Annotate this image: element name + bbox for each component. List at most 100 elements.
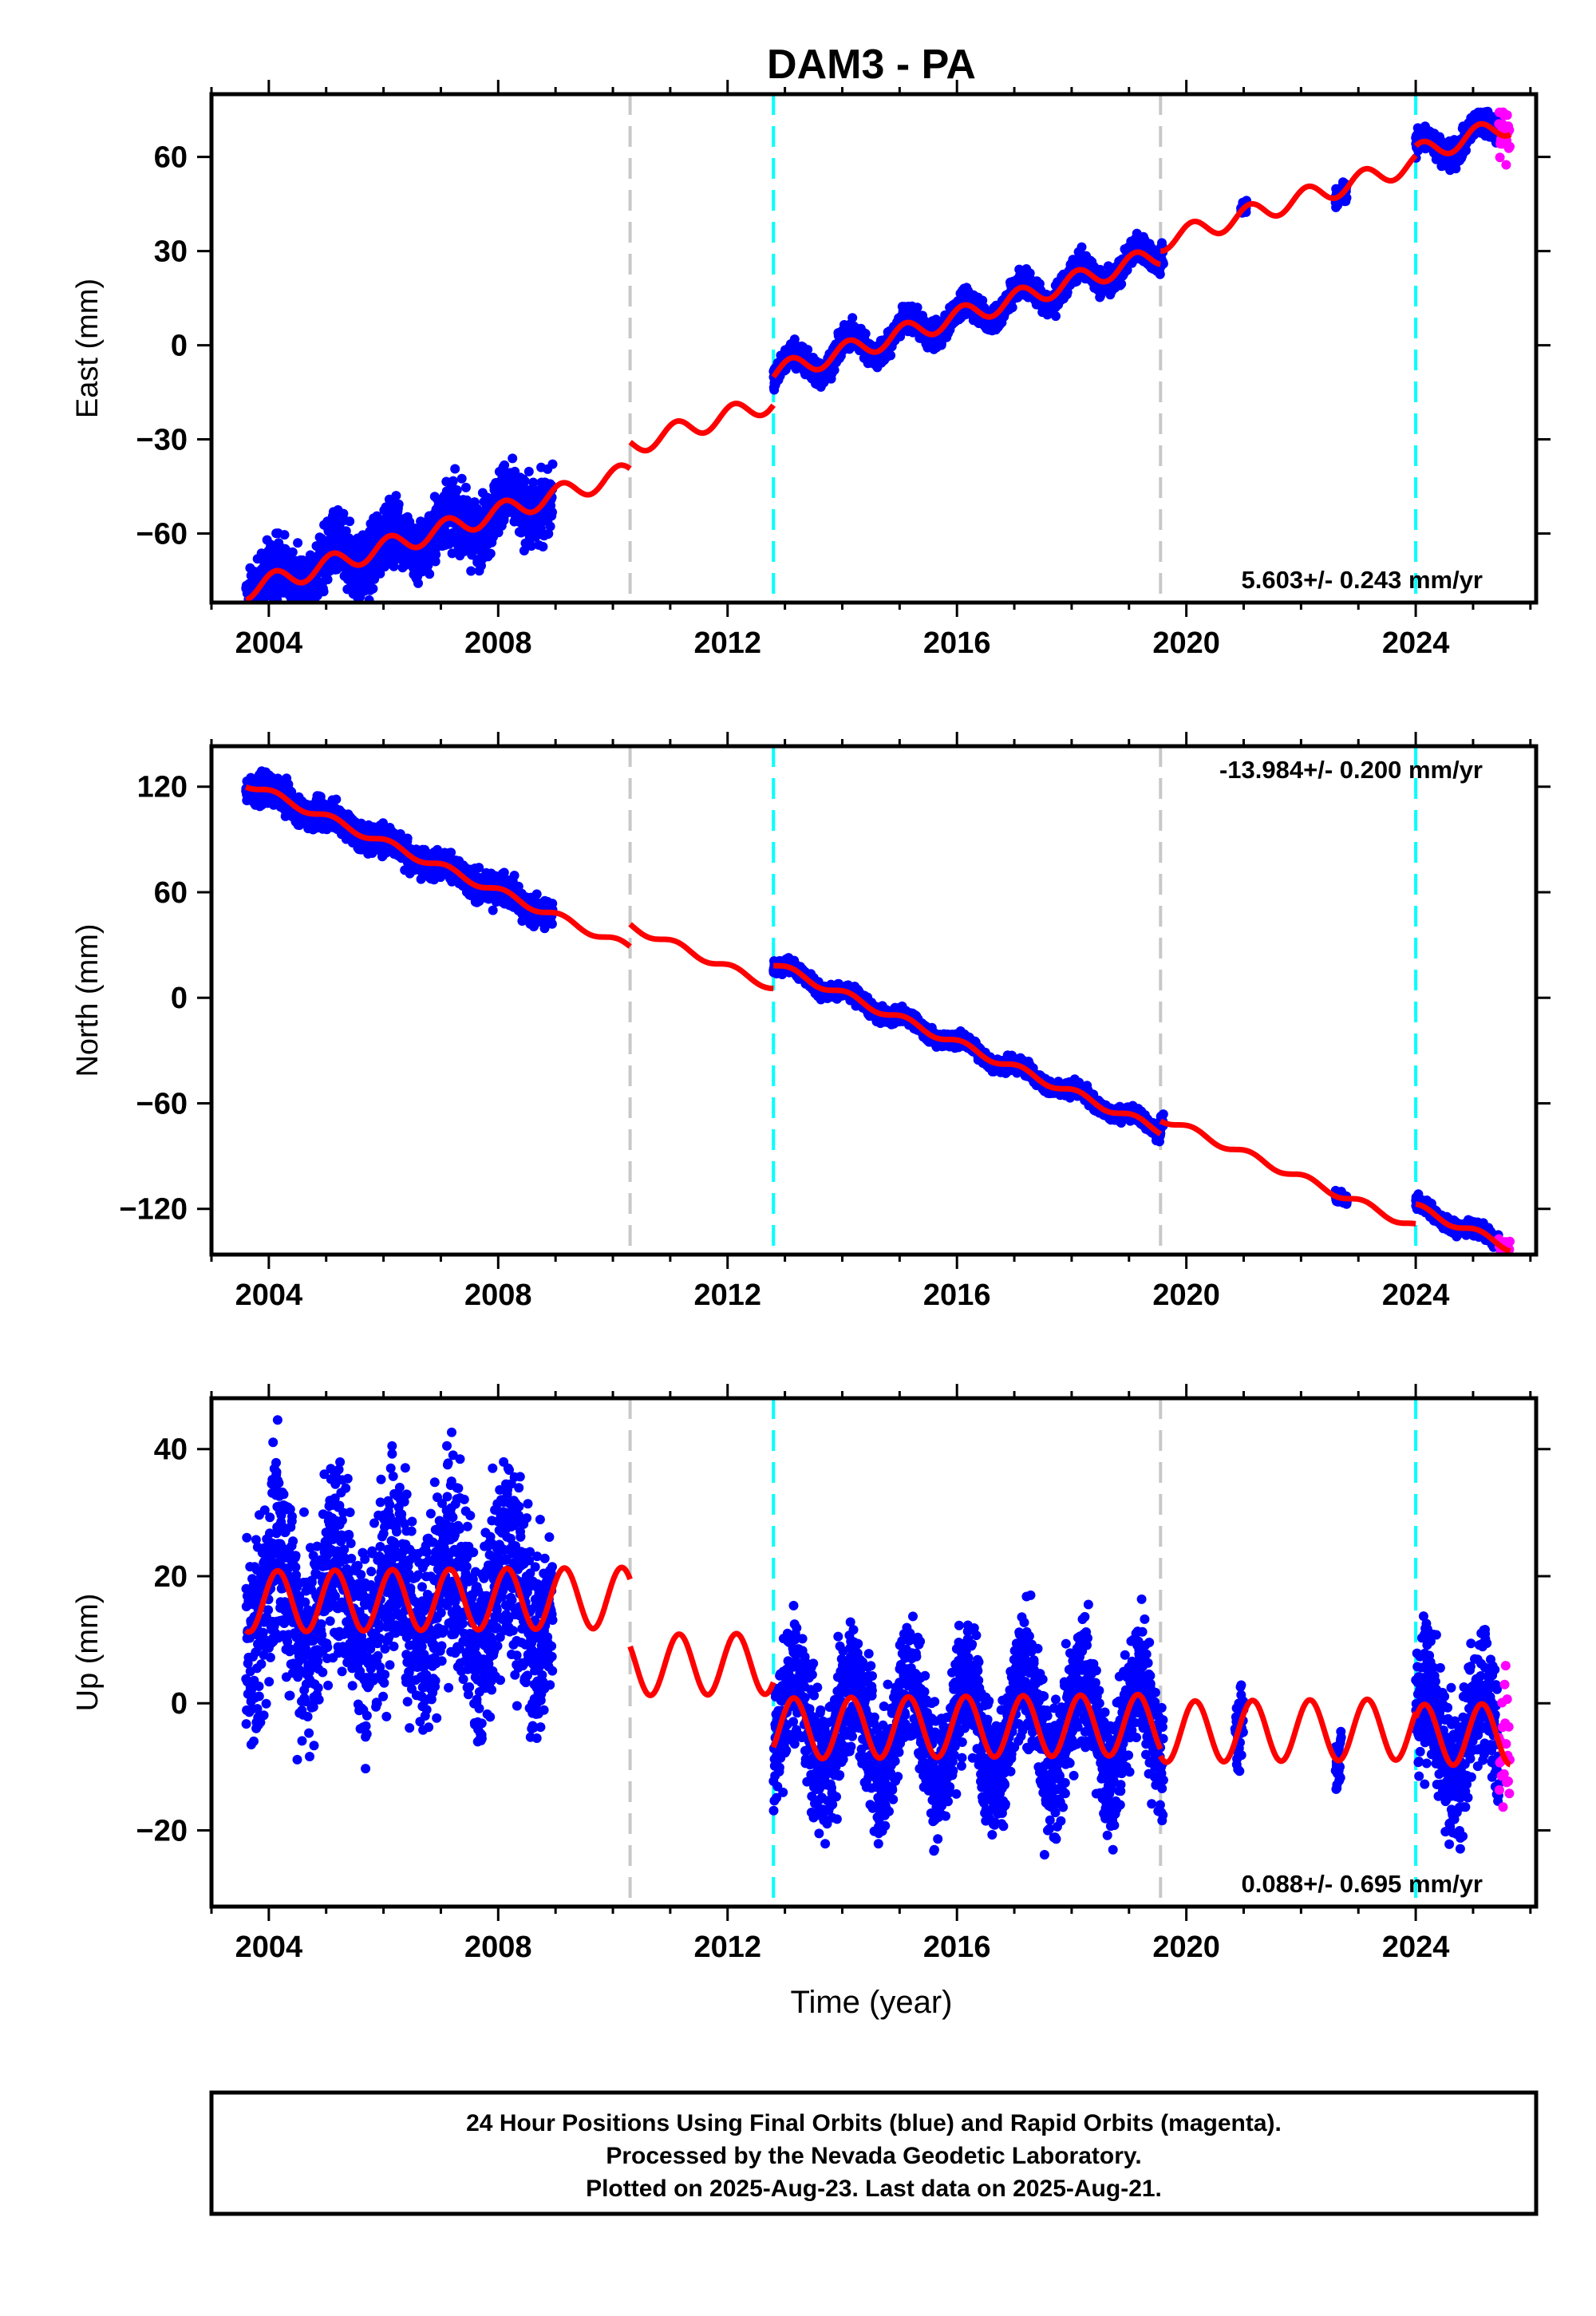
east-point [547,507,557,517]
east-point [886,350,896,361]
east-point [829,365,839,375]
east-point [242,604,251,614]
east-point [245,608,255,618]
east-point [425,569,435,579]
east-point [251,609,260,619]
east-point [789,334,800,345]
east-rapid-point [1495,152,1505,163]
east-point [287,547,298,557]
east-point [293,538,303,548]
east-point [259,610,269,619]
east-point [547,459,558,469]
east-y-tick-label: −30 [136,424,188,457]
east-x-tick-label: 2008 [464,626,532,660]
east-y-tick-label: 30 [154,235,188,269]
east-point [1122,265,1132,275]
east-point [452,485,462,496]
east-point [462,495,472,505]
east-model-segment-4 [1413,121,1512,156]
east-point [430,556,440,567]
east-y-axis-label: East (mm) [71,279,105,418]
east-point [472,504,482,514]
east-point [1077,242,1087,252]
east-point [279,530,290,540]
east-x-tick-label: 2024 [1382,626,1450,660]
east-point [299,605,309,615]
east-point [391,491,401,501]
east-point [448,476,458,486]
east-point [466,566,476,576]
east-point [292,609,302,619]
east-x-tick-label: 2004 [235,626,303,660]
east-point [368,583,378,594]
chart-title: DAM3 - PA [767,41,976,88]
east-point [450,464,460,474]
east-point [500,460,510,470]
east-point [246,614,255,623]
east-point [255,603,265,613]
east-point [456,473,467,484]
east-point [304,604,314,614]
east-x-tick-label: 2016 [923,626,991,660]
east-model-segment-0 [243,462,632,603]
east-point [528,477,539,488]
east-point [523,466,534,476]
east-model-segment-2 [771,249,1163,379]
east-point [1007,302,1017,313]
east-velocity-label: 5.603+/- 0.243 mm/yr [1242,566,1483,594]
east-frame [209,92,1539,605]
east-point [310,605,320,615]
east-point [294,613,303,622]
east-point [508,453,518,464]
east-point [318,587,329,597]
east-point [322,575,333,585]
east-point [247,614,256,623]
east-point [244,607,254,617]
east-point [255,607,264,616]
east-rapid-point [1504,124,1515,135]
east-point [912,302,922,313]
east-point [460,482,471,492]
east-point [254,606,263,615]
east-point [431,549,441,559]
east-point [375,568,385,579]
east-point [247,607,257,616]
east-point [860,329,871,339]
east-point [1158,259,1168,269]
east-y-tick-label: 0 [171,330,188,363]
east-point [255,604,265,614]
east-point [1051,311,1061,322]
east-point [251,610,260,619]
east-plot-area [241,94,1515,624]
east-point [250,608,259,618]
east-point [247,604,257,614]
east-point [1116,279,1127,289]
east-point [545,521,555,532]
east-point [413,578,423,588]
east-model-segment-3 [1159,153,1418,255]
east-point [519,546,529,555]
east-point [298,555,308,566]
east-point [447,548,457,559]
east-point [245,604,255,614]
east-point [345,516,355,527]
east-point [243,607,253,616]
east-y-tick-label: 60 [154,141,188,175]
east-point [543,528,554,539]
east-point [803,345,813,355]
east-point [519,476,530,486]
east-point [393,499,404,509]
north-panel: 2004 2008 2012 2016 2020 2024−120−60060120Nor… [71,732,1551,1312]
east-point [978,295,988,306]
north-plot-area [241,746,1515,1255]
east-point [247,615,256,624]
east-point [243,613,252,622]
east-y-tick-label: −60 [136,517,188,551]
east-model-segment-1 [628,401,776,454]
east-point [847,313,858,323]
east-point [485,548,496,559]
east-point [538,542,548,551]
east-rapid-point [1502,110,1512,121]
east-rapid-point [1505,141,1515,152]
east-point [389,561,399,571]
